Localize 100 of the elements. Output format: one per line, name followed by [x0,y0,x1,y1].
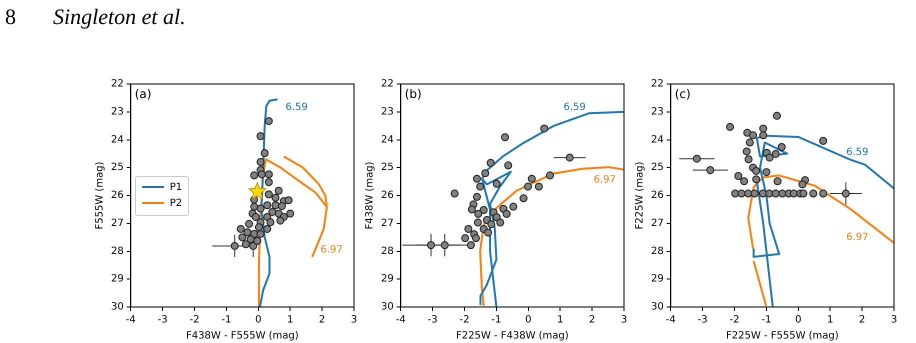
point [752,166,760,175]
annotation: 6.97 [320,244,343,256]
point [276,216,284,225]
y-axis-title: F438W (mag) [364,161,376,230]
x-tick-label: 0 [255,314,262,326]
point [749,131,758,140]
text: 8 [5,4,16,30]
point [286,210,294,218]
x-axis-title: F225W - F555W (mag) [726,330,839,342]
point [759,131,768,140]
point [746,138,754,147]
x-tick-label: -3 [428,314,438,326]
point [243,228,252,236]
x-tick-label: 3 [890,314,898,326]
point [740,177,748,186]
point [799,190,808,198]
point [528,174,536,183]
y-tick-label: 26 [380,190,394,202]
text: Singleton et al. [53,4,186,30]
point [256,132,265,140]
y-tick-label: 27 [110,218,124,229]
point [487,220,496,228]
point [272,194,280,202]
legend-label: P1 [170,182,182,192]
point [245,220,254,228]
point [440,241,449,250]
point [472,174,481,183]
y-tick-label: 27 [380,218,394,229]
point [762,168,770,176]
point [738,190,746,198]
y-tick-label: 30 [650,302,664,313]
x-tick-label: -2 [460,314,470,326]
point [476,182,484,191]
annotation: (b) [404,87,422,102]
y-tick-label: 30 [110,302,124,313]
x-tick-label: -4 [396,314,406,326]
point [254,223,263,232]
annotation: 6.97 [846,232,868,243]
point [774,177,782,186]
point [778,190,786,198]
point [486,158,495,167]
point [540,124,548,133]
point [496,218,504,227]
y-tick-label: 23 [380,106,394,118]
legend-label: P2 [170,198,182,208]
y-tick-label: 29 [380,274,394,285]
point [461,234,470,242]
point [484,228,492,237]
y-tick-label: 24 [110,134,124,146]
point [284,196,293,204]
annotation: 6.59 [285,102,308,114]
point [819,136,828,145]
point [480,206,488,214]
point [706,166,714,174]
point [744,155,753,164]
point [501,133,510,142]
point [474,210,482,218]
point [772,112,781,120]
point [258,170,266,178]
annotation: 6.59 [563,102,586,114]
point [250,171,258,180]
x-tick-label: 1 [557,314,564,326]
point [504,161,512,170]
point [278,202,286,210]
y-tick-label: 30 [380,302,394,313]
annotation: (c) [674,87,691,102]
x-tick-label: 2 [318,314,326,326]
x-axis-title: F225W - F438W (mag) [456,330,569,342]
point [242,240,250,248]
point [766,154,774,162]
point [230,242,239,250]
point [256,158,265,166]
point [819,190,828,198]
y-tick-label: 25 [110,162,124,174]
point [524,182,532,191]
x-tick-label: 1 [827,314,834,326]
x-tick-label: 0 [795,314,802,326]
annotation: 6.59 [846,146,868,158]
y-tick-label: 26 [650,190,664,202]
point [534,182,543,191]
point [798,180,806,188]
point [263,224,272,233]
x-tick-label: 3 [350,314,358,326]
point [509,202,518,211]
x-tick-label: 2 [588,314,596,326]
point [731,190,740,198]
x-tick-label: -4 [126,314,136,326]
y-tick-label: 22 [380,78,394,90]
point [566,154,574,162]
y-tick-label: 26 [110,190,124,202]
point [765,190,774,198]
y-axis-title: F225W (mag) [634,161,646,230]
x-tick-label: 3 [620,314,628,326]
y-tick-label: 23 [110,106,124,118]
y-tick-label: 27 [650,218,664,229]
point [274,186,283,195]
point [256,204,265,213]
y-tick-label: 22 [650,78,664,90]
point [520,194,528,202]
point [248,182,266,200]
